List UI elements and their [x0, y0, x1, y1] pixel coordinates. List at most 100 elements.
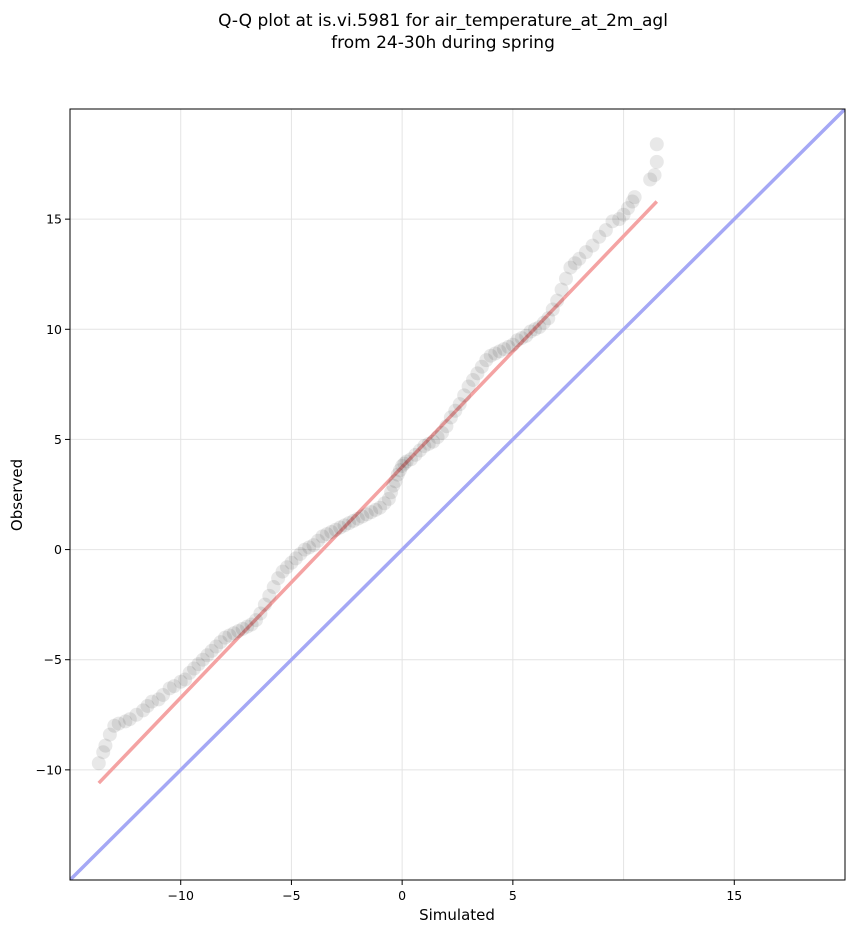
- quantile-point: [649, 154, 664, 169]
- quantile-point: [559, 271, 573, 286]
- chart-title-line-2: from 24-30h during spring: [331, 33, 555, 53]
- quantile-point: [627, 190, 642, 205]
- quantile-point: [443, 410, 458, 425]
- quantile-point: [244, 617, 259, 632]
- chart-title-line-1: Q-Q plot at is.vi.5981 for air_temperatu…: [218, 11, 668, 31]
- quantile-point: [448, 403, 463, 418]
- quantile-point: [649, 137, 664, 152]
- quantile-point: [226, 626, 241, 641]
- quantile-point: [355, 509, 370, 524]
- quantile-point: [488, 346, 503, 361]
- quantile-point: [625, 194, 640, 209]
- quantile-point: [337, 518, 352, 533]
- quantile-point: [280, 560, 294, 575]
- quantile-point: [616, 207, 631, 222]
- y-tick-label: −10: [36, 762, 62, 777]
- quantile-point: [98, 738, 113, 753]
- quantile-point: [182, 665, 197, 680]
- quantile-point: [96, 745, 111, 760]
- quantile-point: [612, 212, 627, 227]
- quantile-point: [284, 555, 299, 570]
- quantile-point: [381, 491, 396, 506]
- quantile-point: [621, 201, 635, 216]
- quantile-point: [218, 630, 232, 645]
- x-axis-label: Simulated: [419, 906, 495, 924]
- y-tick-label: −5: [44, 652, 62, 667]
- quantile-point: [554, 282, 569, 297]
- x-tick-label: 5: [509, 888, 517, 903]
- y-axis-ticks: −10 −5 0 5 10 15: [36, 212, 70, 777]
- quantile-point: [452, 397, 467, 412]
- quantile-point: [319, 527, 334, 542]
- quantile-point: [532, 320, 547, 335]
- quantile-point: [173, 674, 188, 689]
- quantile-point: [373, 500, 387, 515]
- quantile-point: [395, 458, 410, 473]
- quantile-point: [545, 302, 560, 317]
- quantile-point: [91, 756, 106, 771]
- quantile-point: [643, 172, 658, 187]
- quantile-point: [390, 467, 405, 482]
- fit-line-group: [97, 200, 659, 785]
- quantile-point: [306, 538, 321, 553]
- quantile-point: [519, 328, 534, 343]
- quantile-point: [162, 681, 177, 696]
- quantile-point: [271, 571, 286, 586]
- quantile-point: [266, 580, 281, 595]
- quantile-point: [483, 348, 498, 363]
- quantile-point: [209, 639, 224, 654]
- quantile-point: [257, 597, 272, 612]
- quantile-point: [328, 522, 343, 537]
- y-axis-label: Observed: [8, 459, 26, 531]
- quantile-point: [457, 388, 472, 403]
- quantile-point: [598, 223, 613, 238]
- quantile-point: [550, 293, 565, 308]
- quantile-point: [136, 703, 151, 718]
- quantile-point: [647, 168, 662, 183]
- quantile-point: [578, 245, 593, 260]
- quantile-point: [397, 456, 412, 471]
- quantile-point: [510, 333, 525, 348]
- quantile-point: [404, 452, 418, 467]
- quantile-point: [461, 379, 476, 394]
- quantile-point: [129, 707, 144, 722]
- quantile-points: [91, 137, 664, 771]
- quantile-point: [231, 624, 246, 639]
- quantile-point: [408, 447, 423, 462]
- quantile-point: [605, 214, 620, 229]
- quantile-point: [151, 692, 166, 707]
- quantile-point: [377, 496, 392, 511]
- quantile-point: [505, 337, 520, 352]
- quantile-point: [421, 436, 436, 451]
- reference-line-group: [70, 109, 845, 880]
- quantile-point: [572, 251, 587, 266]
- quantile-point: [200, 648, 215, 663]
- quantile-point: [253, 606, 268, 621]
- x-axis-ticks: −10 −5 0 5 15: [168, 880, 742, 903]
- quantile-point: [102, 727, 117, 742]
- quantile-point: [563, 260, 578, 275]
- quantile-point: [470, 366, 485, 381]
- quantile-point: [528, 322, 542, 337]
- quantile-point: [386, 478, 401, 493]
- y-tick-label: 15: [46, 212, 62, 227]
- quantile-point: [466, 372, 480, 387]
- quantile-point: [107, 718, 122, 733]
- quantile-point: [122, 712, 137, 727]
- x-tick-label: 15: [726, 888, 742, 903]
- quantile-point: [479, 353, 494, 368]
- quantile-point: [144, 694, 159, 709]
- quantile-point: [388, 474, 403, 489]
- quantile-point: [368, 502, 383, 517]
- quantile-point: [293, 546, 308, 561]
- quantile-point: [497, 342, 511, 357]
- x-tick-label: −10: [168, 888, 194, 903]
- quantile-point: [191, 657, 206, 672]
- quantile-point: [297, 542, 312, 557]
- quantile-point: [417, 439, 432, 454]
- quantile-point: [187, 661, 201, 676]
- quantile-point: [178, 672, 193, 687]
- quantile-point: [195, 652, 210, 667]
- quantile-point: [514, 331, 529, 346]
